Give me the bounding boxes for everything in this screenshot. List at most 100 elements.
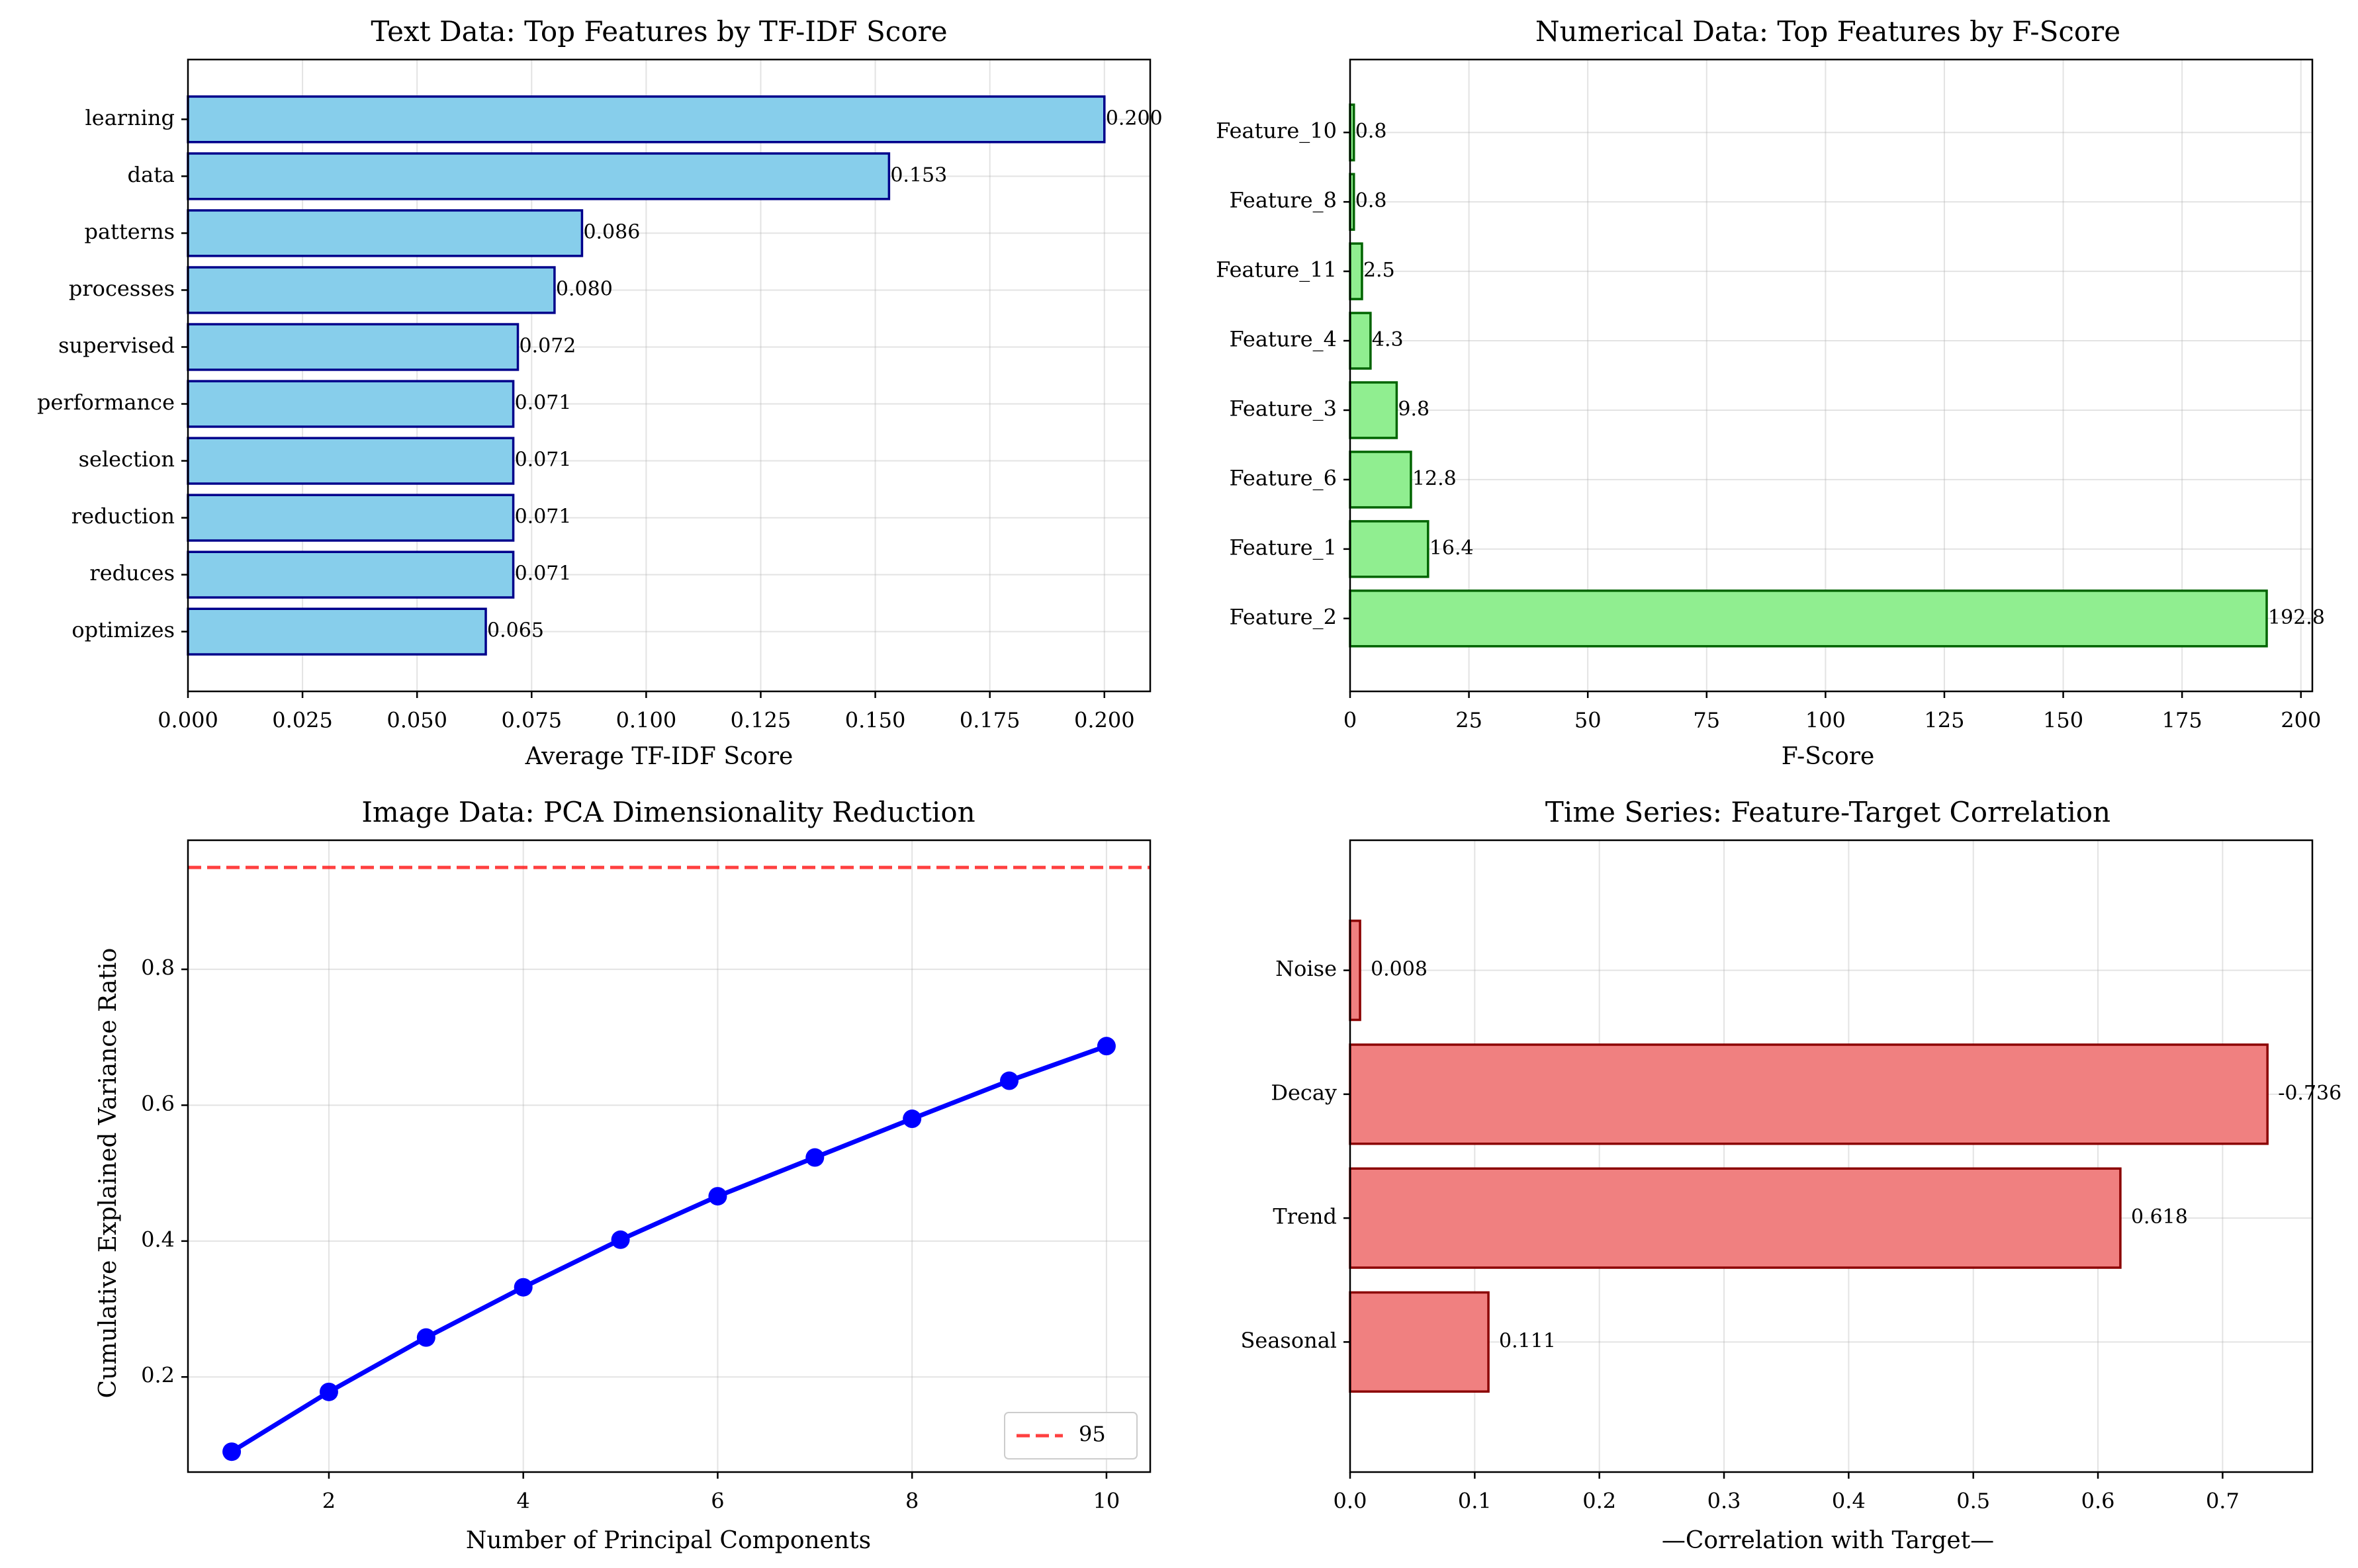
y-tick-label: learning xyxy=(85,105,175,130)
bar xyxy=(187,380,515,428)
data-point xyxy=(319,1382,338,1401)
x-tick-label: 0.175 xyxy=(960,708,1020,733)
bar xyxy=(1349,1291,1490,1393)
data-label: -0.736 xyxy=(2278,1082,2341,1105)
y-tick-label: Feature_4 xyxy=(1229,327,1337,352)
x-tick-label: 200 xyxy=(2281,708,2321,733)
chart-numerical-fscore: Numerical Data: Top Features by F-Score … xyxy=(1216,15,2325,770)
x-tick-label: 25 xyxy=(1455,708,1482,733)
bar xyxy=(1349,919,1361,1022)
bar xyxy=(1349,589,2268,648)
y-tick-label: Noise xyxy=(1275,956,1337,981)
legend-label: 95 xyxy=(1079,1422,1106,1447)
x-tick-label: 50 xyxy=(1574,708,1602,733)
y-tick-label: Decay xyxy=(1271,1080,1337,1105)
plot-frame xyxy=(1349,839,2314,1473)
data-label: 0.071 xyxy=(515,449,572,472)
data-point xyxy=(903,1110,922,1129)
x-tick-label: 0.100 xyxy=(616,708,677,733)
data-label: 0.080 xyxy=(556,277,613,300)
data-label: 0.200 xyxy=(1106,107,1163,130)
x-tick-label: 125 xyxy=(1924,708,1964,733)
data-label: 0.071 xyxy=(515,505,572,529)
y-tick-label: performance xyxy=(37,390,175,415)
data-point xyxy=(1097,1037,1116,1056)
data-label: 0.086 xyxy=(583,220,640,243)
x-tick-label: 6 xyxy=(711,1489,724,1514)
x-tick-label: 0.200 xyxy=(1074,708,1135,733)
bar xyxy=(187,323,520,371)
x-tick-label: 0.025 xyxy=(272,708,333,733)
y-tick-label: data xyxy=(128,162,175,187)
x-tick-label: 0.000 xyxy=(158,708,218,733)
data-point xyxy=(805,1148,825,1167)
x-tick-label: 8 xyxy=(905,1489,919,1514)
y-tick-label: Feature_6 xyxy=(1229,465,1337,490)
x-tick-label: 0.2 xyxy=(1582,1489,1616,1514)
y-tick-label: patterns xyxy=(84,219,175,244)
legend: 95 xyxy=(1004,1412,1138,1459)
chart-title: Image Data: PCA Dimensionality Reduction xyxy=(361,796,975,828)
x-tick-label: 0 xyxy=(1343,708,1357,733)
y-tick-label: Feature_3 xyxy=(1229,396,1337,421)
data-label: 0.008 xyxy=(1371,958,1428,981)
bar xyxy=(1349,381,1398,439)
y-tick-label: reduction xyxy=(71,503,175,529)
chart-text-tfidf: Text Data: Top Features by TF-IDF Score … xyxy=(37,15,1163,770)
x-tick-label: 0.0 xyxy=(1334,1489,1367,1514)
y-tick-label: Seasonal xyxy=(1240,1328,1337,1353)
data-label: 0.153 xyxy=(890,163,947,187)
x-tick-label: 4 xyxy=(517,1489,530,1514)
y-tick-label: processes xyxy=(69,276,175,301)
plot-frame xyxy=(1349,58,2314,693)
y-tick-label: Feature_1 xyxy=(1229,535,1337,560)
data-point xyxy=(416,1328,435,1347)
y-tick-label: 0.4 xyxy=(141,1227,175,1252)
x-axis-label: —Correlation with Target— xyxy=(1662,1527,1994,1554)
data-label: 12.8 xyxy=(1412,467,1457,490)
y-tick-label: Feature_8 xyxy=(1229,188,1337,213)
data-label: 0.111 xyxy=(1499,1329,1556,1352)
y-tick-label: optimizes xyxy=(71,617,175,642)
x-tick-label: 10 xyxy=(1093,1489,1120,1514)
y-tick-label: 0.2 xyxy=(141,1363,175,1388)
legend-box xyxy=(1004,1412,1138,1459)
y-tick-label: reduces xyxy=(89,560,175,586)
data-label: 0.8 xyxy=(1355,120,1387,143)
series-line xyxy=(230,1043,1108,1454)
x-axis-label: Average TF-IDF Score xyxy=(525,743,794,770)
data-label: 192.8 xyxy=(2268,606,2325,629)
bar xyxy=(1349,312,1372,370)
bar xyxy=(1349,520,1429,578)
data-label: 4.3 xyxy=(1372,328,1404,351)
data-point xyxy=(708,1187,727,1206)
data-label: 0.071 xyxy=(515,562,572,586)
x-tick-label: 2 xyxy=(322,1489,336,1514)
bar xyxy=(1349,242,1363,300)
data-label: 2.5 xyxy=(1363,259,1395,282)
bar xyxy=(1349,1167,2122,1269)
data-label: 0.071 xyxy=(515,392,572,415)
y-tick-label: selection xyxy=(79,447,175,472)
chart-timeseries-correlation: Time Series: Feature-Target Correlation … xyxy=(1240,796,2341,1554)
bar xyxy=(187,266,556,314)
plot-frame xyxy=(187,839,1152,1473)
x-tick-label: 0.050 xyxy=(386,708,447,733)
x-tick-label: 75 xyxy=(1693,708,1720,733)
bar xyxy=(187,550,515,599)
y-tick-label: Feature_10 xyxy=(1216,118,1337,144)
data-point xyxy=(514,1278,533,1297)
data-point xyxy=(222,1442,242,1461)
x-tick-label: 100 xyxy=(1805,708,1846,733)
chart-image-pca: Image Data: PCA Dimensionality Reduction… xyxy=(95,796,1152,1554)
y-tick-label: 0.8 xyxy=(141,955,175,980)
bar xyxy=(187,494,515,542)
data-label: 0.8 xyxy=(1355,189,1387,212)
bar xyxy=(187,607,487,656)
y-tick-label: Feature_2 xyxy=(1229,604,1337,629)
x-tick-label: 0.150 xyxy=(845,708,906,733)
bar xyxy=(1349,1043,2269,1145)
x-tick-label: 0.6 xyxy=(2081,1489,2115,1514)
x-tick-label: 0.125 xyxy=(731,708,792,733)
